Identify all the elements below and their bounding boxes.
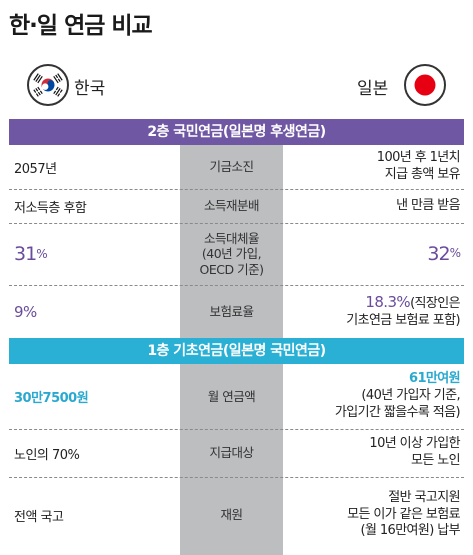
page-title: 한·일 연금 비교 <box>9 13 153 39</box>
percent-unit: % <box>449 246 461 261</box>
korea-fund-depletion: 2057년 <box>14 161 57 177</box>
japan-monthly-pension: 61만여원 (40년 가입자 기준, 가입기간 짧을수록 적음) <box>286 364 464 429</box>
tier1-header: 1층 기초연금(일본명 국민연금) <box>9 338 464 364</box>
tier2-header: 2층 국민연금(일본명 후생연금) <box>9 119 464 145</box>
row-divider <box>9 189 464 190</box>
country-header: 한국 일본 <box>0 60 473 110</box>
korea-monthly-pension: 30만7500원 <box>14 391 89 406</box>
japan-monthly-pension-note: (40년 가입자 기준, 가입기간 짧을수록 적음) <box>334 388 461 420</box>
japan-fund-depletion: 100년 후 1년치 지급 총액 보유 <box>376 150 461 182</box>
item-premium-rate: 보험료율 <box>209 303 254 319</box>
korea-replacement-rate: 31% <box>9 223 177 285</box>
item-replacement-rate: 소득대체율 (40년 가입, OECD 기준) <box>199 230 264 277</box>
japan-replacement-value: 32 <box>427 242 450 265</box>
japan-funding-source: 절반 국고지원 모든 이가 같은 보험료 (월 16만여원) 납부 <box>347 489 460 539</box>
korea-flag-icon <box>27 64 69 106</box>
korea-replacement-value: 31 <box>14 243 37 265</box>
percent-unit: % <box>396 293 411 312</box>
tier2-item-column <box>180 145 283 338</box>
korea-label: 한국 <box>74 79 106 99</box>
japan-flag-icon <box>404 64 446 106</box>
japan-premium-rate: 18.3%(직장인은 기초연금 보험료 포함) <box>286 285 464 338</box>
row-divider <box>9 429 464 430</box>
japan-premium-note-2: 기초연금 보험료 포함) <box>346 313 460 328</box>
item-redistribution: 소득재분배 <box>203 198 260 214</box>
row-divider <box>9 285 464 286</box>
tier1-item-column <box>180 364 283 555</box>
japan-redistribution: 낸 만큼 받음 <box>396 197 460 213</box>
korea-premium-value: 9 <box>14 302 24 321</box>
japan-premium-note-1: (직장인은 <box>410 296 461 312</box>
korea-funding-source: 전액 국고 <box>14 509 64 525</box>
item-fund-depletion: 기금소진 <box>209 159 254 175</box>
row-divider <box>9 223 464 224</box>
item-funding-source: 재원 <box>220 507 243 523</box>
percent-unit: % <box>36 247 47 261</box>
korea-redistribution: 저소득층 후함 <box>14 200 87 216</box>
row-divider <box>9 477 464 478</box>
japan-premium-line-1: 18.3%(직장인은 <box>365 293 460 313</box>
korea-premium-rate: 9% <box>9 285 177 338</box>
item-monthly-pension: 월 연금액 <box>207 388 256 404</box>
japan-premium-value: 18.3 <box>365 293 397 312</box>
item-eligibility: 지급대상 <box>209 445 254 461</box>
percent-unit: % <box>23 302 37 321</box>
japan-replacement-rate: 32% <box>286 223 464 285</box>
japan-eligibility: 10년 이상 가입한 모든 노인 <box>369 436 460 468</box>
korea-eligibility: 노인의 70% <box>14 447 80 463</box>
japan-label: 일본 <box>357 79 389 99</box>
japan-monthly-pension-value: 61만여원 <box>409 371 461 387</box>
